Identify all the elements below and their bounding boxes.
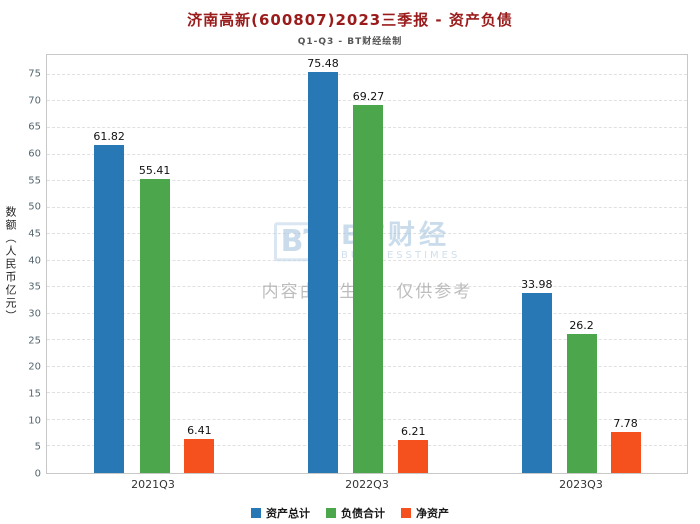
y-tick-label: 30 <box>28 308 41 320</box>
y-axis-label-column: 数额（人民币亿元） <box>0 54 20 474</box>
y-axis-ticks: 0 5 10 15 20 25 30 35 40 45 50 55 60 65 70 75 <box>20 54 46 480</box>
legend-label: 负债合计 <box>341 507 385 520</box>
chart-subtitle: Q1-Q3 - BT财经绘制 <box>297 37 403 47</box>
bar-column: 69.27 <box>352 55 385 473</box>
y-tick-label: 15 <box>28 388 41 400</box>
bar-series-0 <box>307 72 338 473</box>
x-tick-label: 2021Q3 <box>131 478 175 491</box>
y-tick-label: 0 <box>34 468 41 480</box>
plot-area: BT BT财经 BUSINESSTIMES 内容由AI生成，仅供参考 61.82… <box>46 54 688 474</box>
bar-series-1 <box>566 333 597 473</box>
y-axis-label: 数额（人民币亿元） <box>4 205 17 323</box>
x-axis-labels: 2021Q3 2022Q3 2023Q3 <box>46 478 688 491</box>
y-tick-label: 35 <box>28 281 41 293</box>
y-tick-label: 75 <box>28 68 41 80</box>
bar-value-label: 6.41 <box>187 423 212 437</box>
y-tick-label: 20 <box>28 361 41 373</box>
bar-value-label: 26.2 <box>569 318 594 332</box>
bar-value-label: 7.78 <box>613 416 638 430</box>
bar-group-2022Q3: 75.48 69.27 6.21 <box>307 55 429 473</box>
bar-value-label: 75.48 <box>307 57 339 71</box>
gridline <box>47 100 687 102</box>
bar-value-label: 33.98 <box>521 277 553 291</box>
x-tick-label: 2022Q3 <box>345 478 389 491</box>
bar-value-label: 55.41 <box>138 163 171 177</box>
y-tick-label: 45 <box>28 228 41 240</box>
bar-value-label: 61.82 <box>93 129 125 143</box>
legend-swatch <box>251 508 261 518</box>
y-tick-label: 65 <box>28 121 41 133</box>
bar-series-0 <box>521 292 552 473</box>
bar-column: 61.82 <box>93 55 125 473</box>
legend-label: 净资产 <box>416 507 449 520</box>
bar-column: 55.41 <box>138 55 171 473</box>
bar-column: 7.78 <box>610 55 641 473</box>
bar-column: 6.41 <box>184 55 215 473</box>
y-tick-label: 5 <box>34 441 41 453</box>
bar-column: 26.2 <box>566 55 597 473</box>
y-tick-label: 70 <box>28 95 41 107</box>
legend-item-1: 负债合计 <box>326 505 385 521</box>
bar-group-2023Q3: 33.98 26.2 7.78 <box>521 55 641 473</box>
bar-value-label: 69.27 <box>352 90 385 104</box>
y-tick-label: 50 <box>28 201 41 213</box>
y-tick-label: 55 <box>28 175 41 187</box>
y-tick-label: 25 <box>28 335 41 347</box>
y-tick-label: 60 <box>28 148 41 160</box>
legend-swatch <box>326 508 336 518</box>
legend: 资产总计 负债合计 净资产 <box>0 505 700 521</box>
y-tick-label: 10 <box>28 415 41 427</box>
bar-column: 75.48 <box>307 55 339 473</box>
bar-group-2021Q3: 61.82 55.41 6.41 <box>93 55 215 473</box>
chart-area: 数额（人民币亿元） 0 5 10 15 20 25 30 35 40 45 50 55 60 65 70 75… <box>0 54 700 480</box>
bar-groups-container: 61.82 55.41 6.41 75.48 69.27 6.21 33.98 26.2 7.7… <box>47 55 687 473</box>
bar-series-2 <box>610 431 641 473</box>
bar-series-1 <box>139 178 170 473</box>
bar-column: 6.21 <box>398 55 429 473</box>
bar-series-2 <box>398 440 429 473</box>
bar-value-label: 6.21 <box>400 425 426 439</box>
y-tick-label: 40 <box>28 255 41 267</box>
legend-label: 资产总计 <box>266 507 310 520</box>
legend-item-0: 资产总计 <box>251 505 310 521</box>
legend-swatch <box>401 508 411 518</box>
bar-series-2 <box>184 438 215 473</box>
legend-item-2: 净资产 <box>401 505 449 521</box>
chart-title: 济南高新(600807)2023三季报 - 资产负债 <box>187 11 513 29</box>
gridline <box>47 73 687 75</box>
bar-series-0 <box>94 144 125 473</box>
x-tick-label: 2023Q3 <box>559 478 603 491</box>
bar-series-1 <box>353 105 384 473</box>
bar-column: 33.98 <box>521 55 553 473</box>
